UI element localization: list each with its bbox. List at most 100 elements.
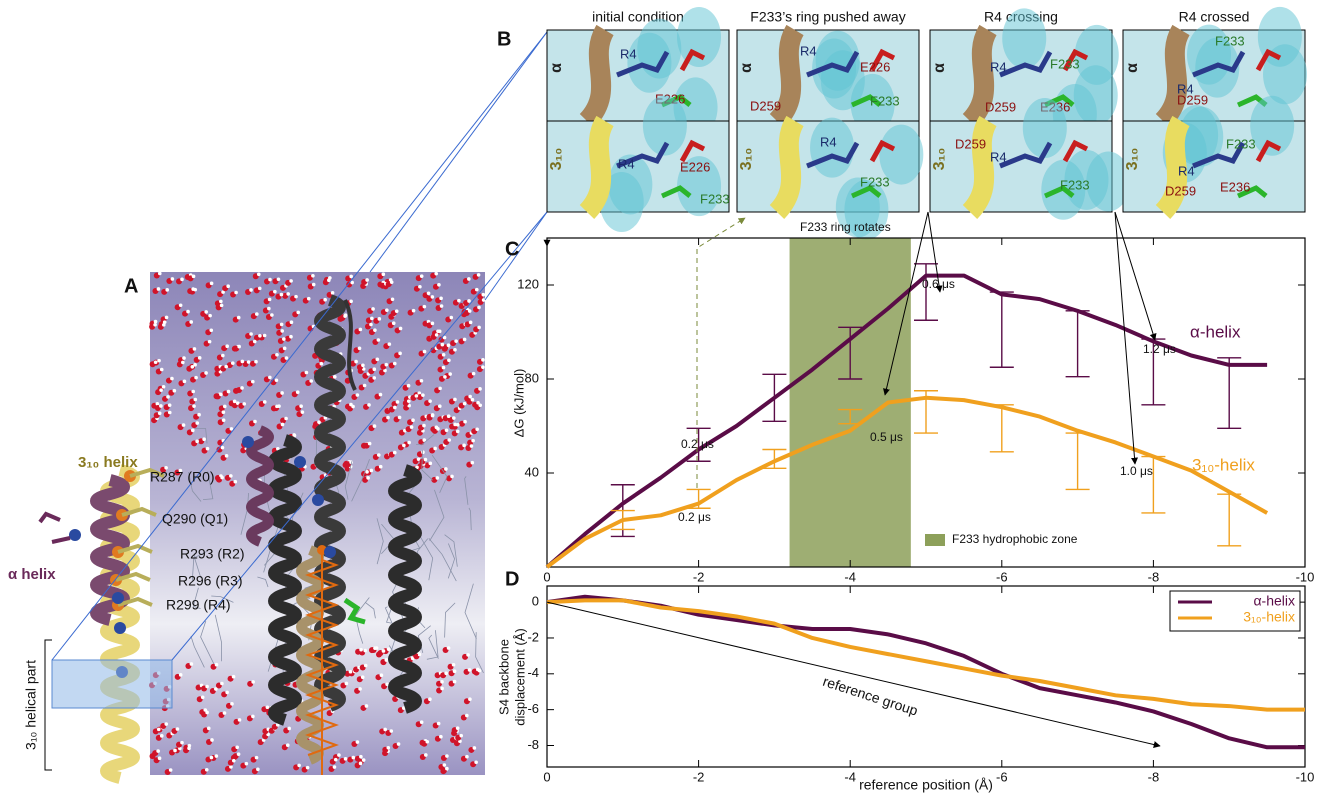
water [434,272,438,276]
water [344,757,348,761]
water [420,720,424,724]
water [280,391,284,395]
water [465,714,469,718]
water [229,474,233,478]
water [273,290,277,294]
water [474,760,478,764]
residue-label: R4 [820,134,837,149]
water [192,275,196,279]
water [168,403,172,407]
water [382,649,386,653]
error-bar [990,405,1014,452]
water [208,340,212,344]
residue-label: F233 [700,191,730,206]
atom [324,546,336,558]
water [204,371,208,375]
water [205,685,209,689]
water [468,309,472,313]
row-label: 3₁₀ [1124,148,1141,171]
column-title: initial condition [592,9,684,25]
water [169,768,173,772]
water [356,393,360,397]
water [240,386,244,390]
water [465,755,469,759]
water [205,768,209,772]
water [180,278,184,282]
water [275,405,279,409]
water [359,648,363,652]
water [471,398,475,402]
water [371,307,375,311]
water [391,298,395,302]
water [428,697,432,701]
y-tick-label: -2 [527,629,539,644]
water [289,335,293,339]
water [268,376,272,380]
water [173,389,177,393]
figure: A3₁₀ helixα helixR287 (R0)Q290 (Q1)R293 … [0,0,1317,794]
water [423,350,427,354]
y-tick-label: -8 [527,737,539,752]
water [251,380,255,384]
water [215,754,219,758]
water [379,393,383,397]
residue-label: R4 [990,149,1007,164]
water [453,669,457,673]
residue-label: E226 [680,159,710,174]
water [317,420,321,424]
residue-label: F233 [1226,136,1256,151]
water [363,384,367,388]
water [286,292,290,296]
row-label: 3₁₀ [931,148,948,171]
water [442,353,446,357]
y-axis-label: S4 backbone [496,639,511,715]
water [445,429,449,433]
water [296,311,300,315]
water [407,384,411,388]
water [204,310,208,314]
water [398,416,402,420]
water [284,417,288,421]
water [422,424,426,428]
water [180,741,184,745]
water [309,379,313,383]
water [194,376,198,380]
water [383,728,387,732]
water [387,647,391,651]
water [363,649,367,653]
atom [114,622,126,634]
water [482,298,486,302]
legend-label: α-helix [1253,593,1295,609]
annotation: 0.2 μs [678,510,711,524]
water [290,320,294,324]
water [354,360,358,364]
water [190,662,194,666]
water [392,321,396,325]
water [428,399,432,403]
water [356,740,360,744]
water [367,403,371,407]
water [365,470,369,474]
legend-label: 3₁₀-helix [1243,609,1295,625]
x-tick-label: -4 [844,769,856,784]
residue-label: E226 [860,59,890,74]
water [191,365,195,369]
panel-label: D [505,568,519,590]
atom [112,592,124,604]
water [449,316,453,320]
residue-label: E236 [1220,179,1250,194]
water [158,411,162,415]
water [450,475,454,479]
water [445,754,449,758]
water [431,414,435,418]
error-bar [1217,358,1241,429]
water [462,444,466,448]
highlight-box [52,660,172,708]
water [463,338,467,342]
water [475,428,479,432]
water [481,365,485,369]
water [191,390,195,394]
residue-label: R4 [620,46,637,61]
water [476,401,480,405]
water [230,702,234,706]
